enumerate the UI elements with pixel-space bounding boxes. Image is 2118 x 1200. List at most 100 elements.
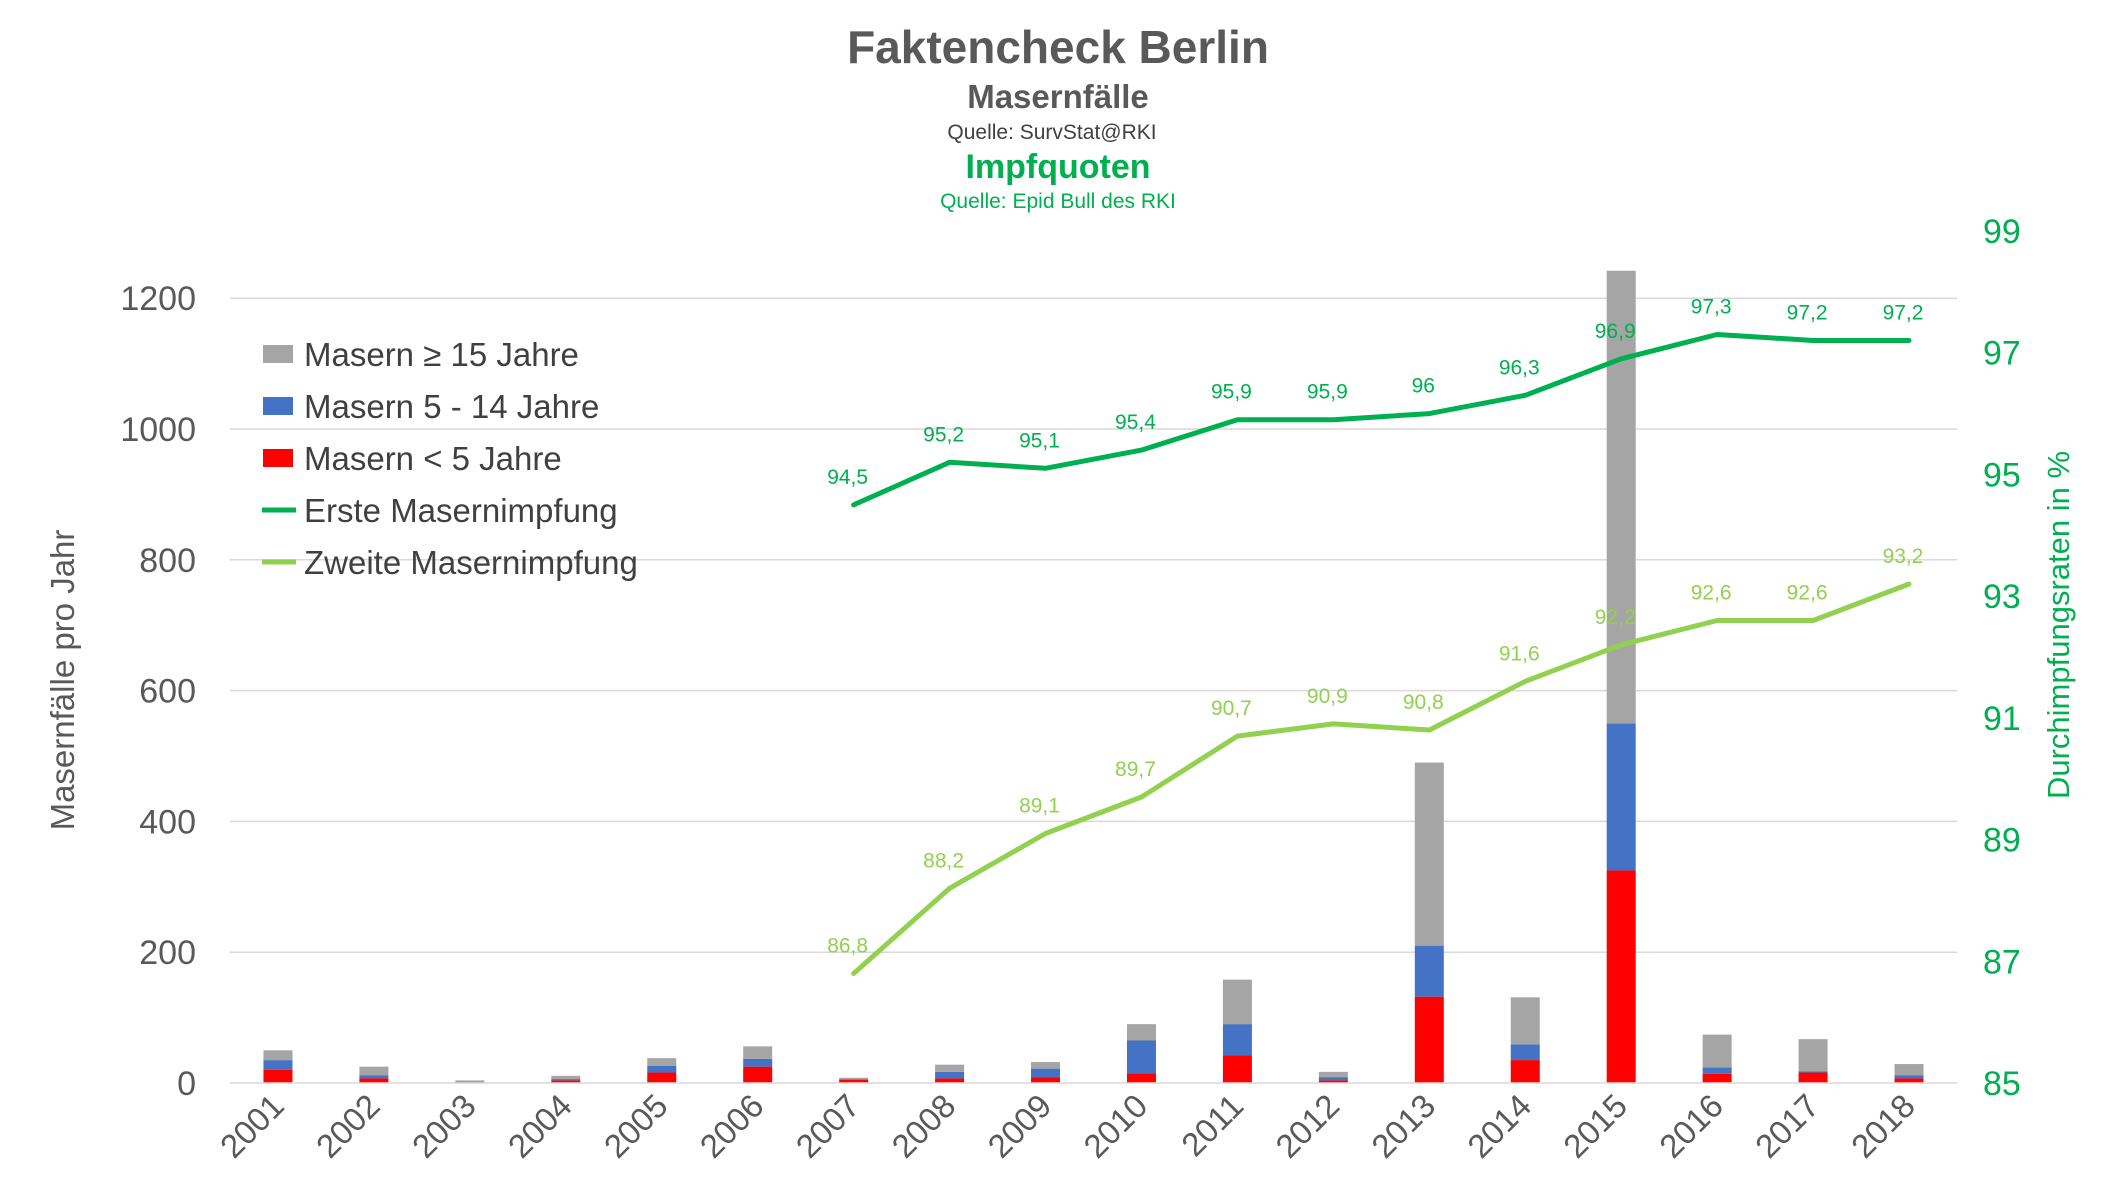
bar-segment [1510, 997, 1540, 1045]
bar-segment [1894, 1078, 1924, 1083]
x-tick-label: 2007 [789, 1087, 867, 1165]
x-tick-label: 2006 [693, 1087, 771, 1165]
bar-segment [935, 1064, 965, 1072]
bar-segment [1798, 1071, 1828, 1073]
legend-swatch [263, 397, 293, 415]
bar-segment [647, 1058, 677, 1066]
x-tick-label: 2004 [501, 1087, 579, 1165]
legend-label: Masern 5 - 14 Jahre [304, 388, 599, 425]
x-tick-label: 2014 [1460, 1087, 1538, 1165]
data-label: 97,2 [1787, 302, 1828, 325]
bar-segment [935, 1078, 965, 1083]
bar-segment [455, 1080, 485, 1082]
y-tick-label: 1200 [120, 280, 196, 318]
bar-segment [839, 1077, 869, 1080]
y-tick-label: 800 [139, 542, 196, 580]
x-tick-label: 2011 [1174, 1087, 1250, 1163]
x-tick-label: 2009 [980, 1087, 1058, 1165]
data-label: 91,6 [1499, 642, 1540, 665]
x-tick-label: 2012 [1268, 1087, 1346, 1165]
bar-segment [359, 1078, 389, 1083]
legend-swatch [263, 449, 293, 467]
bar-segment [647, 1072, 677, 1083]
chart-subtitle: Masernfälle [967, 78, 1149, 115]
x-tick-label: 2018 [1844, 1087, 1922, 1165]
y2-tick-label: 93 [1983, 578, 2021, 616]
x-tick-label: 2016 [1652, 1087, 1730, 1165]
bar-segment [1414, 945, 1444, 997]
y-tick-label: 200 [139, 934, 196, 972]
data-label: 92,6 [1691, 581, 1732, 604]
bar-segment [1894, 1075, 1924, 1079]
data-label: 96,9 [1595, 320, 1636, 343]
data-label: 90,7 [1211, 697, 1252, 720]
y2-axis-title: Durchimpfungsraten in % [2041, 451, 2076, 799]
bar-segment [647, 1065, 677, 1073]
data-label: 95,4 [1115, 411, 1156, 434]
bar-segment [1222, 979, 1252, 1025]
bar-segment [1318, 1077, 1348, 1081]
bar-segment [1702, 1073, 1732, 1083]
bar-segment [455, 1081, 485, 1083]
x-tick-label: 2002 [309, 1087, 387, 1165]
y-tick-label: 400 [139, 803, 196, 841]
legend-label: Masern < 5 Jahre [304, 440, 562, 477]
bar-segment [839, 1079, 869, 1083]
legend-label: Masern ≥ 15 Jahre [304, 336, 579, 373]
bar-segment [263, 1050, 293, 1061]
chart-title: Faktencheck Berlin [847, 21, 1269, 73]
data-labels: 94,5 95,2 95,1 95,4 95,9 95,9 96 96,3 96,9 97,3 97… [827, 295, 1923, 957]
x-tick-label: 2017 [1748, 1087, 1826, 1165]
y2-tick-label: 85 [1983, 1065, 2021, 1103]
bar-segment [1126, 1040, 1156, 1074]
x-tick-label: 2005 [597, 1087, 675, 1165]
legend: Masern ≥ 15 Jahre Masern 5 - 14 Jahre Mase… [262, 336, 638, 581]
bar-segment [551, 1079, 581, 1081]
bar-segment [1798, 1072, 1828, 1083]
data-label: 86,8 [827, 934, 868, 957]
y2-tick-label: 95 [1983, 456, 2021, 494]
bar-segment [1031, 1062, 1061, 1069]
bar-segment [551, 1075, 581, 1080]
x-tick-label: 2008 [884, 1087, 962, 1165]
data-label: 97,2 [1883, 302, 1924, 325]
x-tick-label: 2013 [1364, 1087, 1442, 1165]
bar-segment [839, 1079, 869, 1080]
data-label: 90,9 [1307, 685, 1348, 708]
bar-segment [359, 1075, 389, 1079]
data-label: 92,2 [1595, 606, 1636, 629]
bar-segment [1126, 1024, 1156, 1041]
x-tick-label: 2001 [213, 1087, 291, 1165]
data-label: 88,2 [923, 849, 964, 872]
data-label: 95,9 [1307, 381, 1348, 404]
data-label: 92,6 [1787, 581, 1828, 604]
data-label: 89,1 [1019, 794, 1060, 817]
y2-tick-label: 97 [1983, 335, 2021, 373]
bar-segment [1510, 1060, 1540, 1083]
y-tick-label: 1000 [120, 411, 196, 449]
data-label: 94,5 [827, 466, 868, 489]
x-tick-label: 2015 [1556, 1087, 1634, 1165]
y2-tick-label: 91 [1983, 700, 2021, 738]
y-axis-title: Masernfälle pro Jahr [44, 530, 81, 831]
bar-segment [263, 1060, 293, 1070]
y-tick-label: 600 [139, 673, 196, 711]
bar-segment [1031, 1068, 1061, 1078]
lines [851, 332, 1912, 976]
chart-source-2: Quelle: Epid Bull des RKI [940, 190, 1176, 213]
data-label: 97,3 [1691, 295, 1732, 318]
bar-segment [743, 1066, 773, 1083]
bar-segment [1510, 1044, 1540, 1061]
y2-tick-label: 99 [1983, 213, 2021, 251]
bar-segment [1894, 1064, 1924, 1076]
data-label: 93,2 [1883, 545, 1924, 568]
bar-segment [1031, 1077, 1061, 1083]
legend-swatch [263, 345, 293, 363]
data-label: 96,3 [1499, 356, 1540, 379]
chart-subtitle-2: Impfquoten [965, 148, 1150, 186]
line-series [851, 332, 1912, 508]
bar-segment [1606, 723, 1636, 871]
data-label: 95,9 [1211, 381, 1252, 404]
bar-segment [1414, 762, 1444, 946]
